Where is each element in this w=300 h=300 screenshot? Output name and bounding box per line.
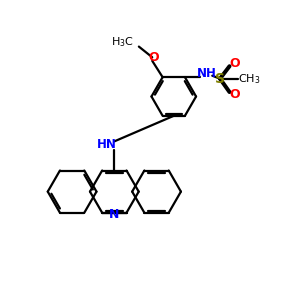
Text: NH: NH bbox=[196, 67, 216, 80]
Text: CH$_3$: CH$_3$ bbox=[238, 72, 260, 86]
Text: O: O bbox=[230, 57, 240, 70]
Text: O: O bbox=[230, 88, 240, 101]
Text: N: N bbox=[109, 208, 119, 221]
Text: O: O bbox=[148, 51, 159, 64]
Text: H$_3$C: H$_3$C bbox=[112, 35, 134, 49]
Text: S: S bbox=[215, 72, 225, 86]
Text: HN: HN bbox=[97, 138, 117, 151]
